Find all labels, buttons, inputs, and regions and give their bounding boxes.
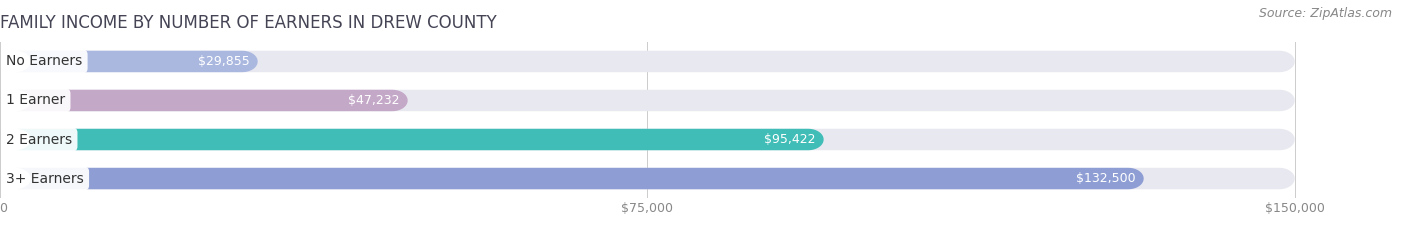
PathPatch shape — [15, 129, 1295, 150]
PathPatch shape — [15, 168, 1143, 189]
PathPatch shape — [15, 129, 824, 150]
Text: $29,855: $29,855 — [198, 55, 250, 68]
Text: No Earners: No Earners — [7, 55, 83, 69]
PathPatch shape — [15, 168, 1295, 189]
PathPatch shape — [15, 90, 1295, 111]
Text: Source: ZipAtlas.com: Source: ZipAtlas.com — [1258, 7, 1392, 20]
Text: $132,500: $132,500 — [1077, 172, 1136, 185]
Text: 1 Earner: 1 Earner — [7, 93, 66, 107]
Text: 2 Earners: 2 Earners — [7, 133, 73, 147]
Text: 3+ Earners: 3+ Earners — [7, 171, 84, 185]
PathPatch shape — [15, 90, 408, 111]
Text: $95,422: $95,422 — [765, 133, 815, 146]
Text: FAMILY INCOME BY NUMBER OF EARNERS IN DREW COUNTY: FAMILY INCOME BY NUMBER OF EARNERS IN DR… — [0, 14, 496, 32]
Text: $47,232: $47,232 — [349, 94, 399, 107]
PathPatch shape — [15, 51, 257, 72]
PathPatch shape — [15, 51, 1295, 72]
